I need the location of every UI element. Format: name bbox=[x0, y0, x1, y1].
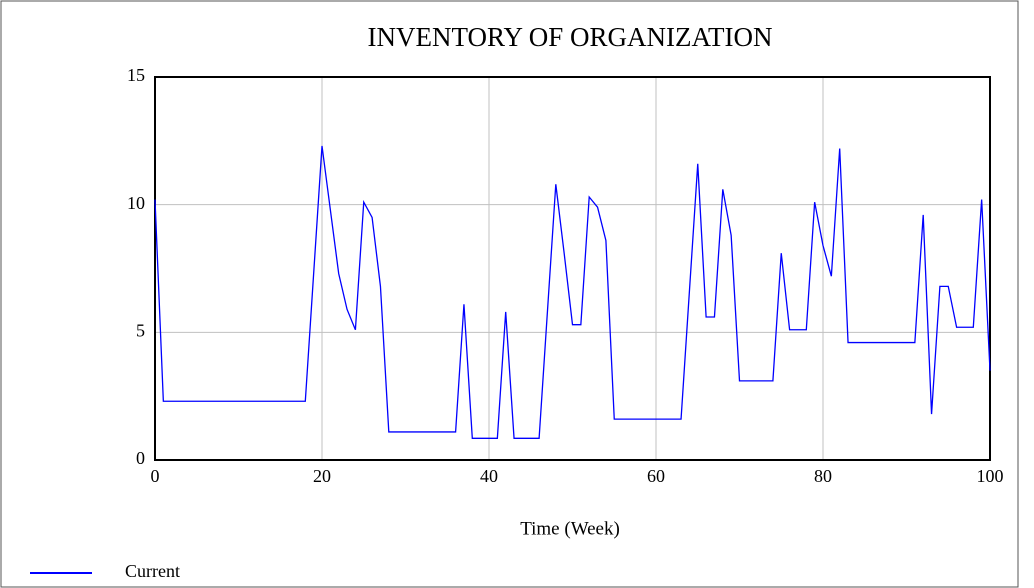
plot-frame bbox=[154, 76, 991, 461]
x-tick-label: 0 bbox=[151, 466, 160, 486]
legend-label: Current bbox=[125, 561, 180, 581]
x-axis-label: Time (Week) bbox=[520, 518, 620, 539]
x-tick-label: 20 bbox=[313, 466, 331, 486]
y-tick-label: 5 bbox=[136, 320, 145, 340]
x-tick-label: 40 bbox=[480, 466, 498, 486]
x-tick-label: 60 bbox=[647, 466, 665, 486]
y-tick-label: 0 bbox=[136, 448, 145, 468]
chart-title: INVENTORY OF ORGANIZATION bbox=[368, 22, 773, 52]
data-line bbox=[154, 145, 991, 439]
x-tick-label: 100 bbox=[977, 466, 1004, 486]
y-tick-label: 10 bbox=[127, 193, 145, 213]
y-tick-label: 15 bbox=[127, 65, 145, 85]
x-tick-label: 80 bbox=[814, 466, 832, 486]
